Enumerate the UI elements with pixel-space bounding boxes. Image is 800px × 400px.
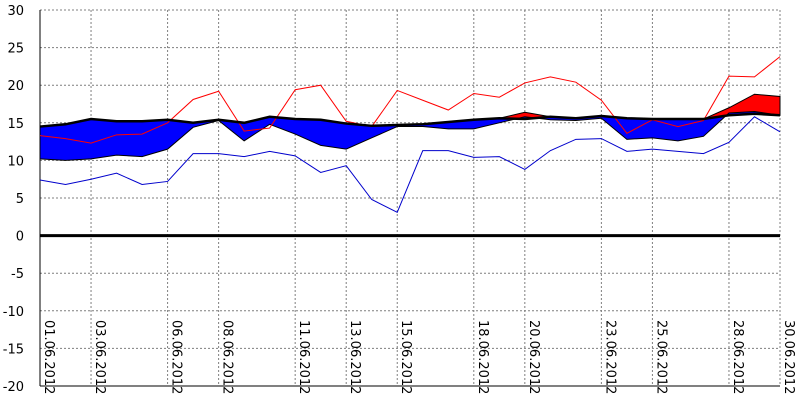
mean-line bbox=[39, 112, 781, 128]
x-tick-label: 03.06.2012 bbox=[92, 320, 107, 394]
x-tick-label: 20.06.2012 bbox=[526, 320, 541, 394]
x-tick-label: 25.06.2012 bbox=[653, 320, 668, 394]
y-tick-label: -20 bbox=[3, 380, 24, 395]
y-tick-label: 20 bbox=[7, 79, 24, 94]
x-tick-label: 06.06.2012 bbox=[169, 320, 184, 394]
y-tick-label: -15 bbox=[3, 342, 24, 357]
x-tick-label: 11.06.2012 bbox=[296, 320, 311, 394]
y-tick-label: 25 bbox=[7, 42, 24, 57]
x-tick-label: 28.06.2012 bbox=[730, 320, 745, 394]
x-tick-label: 23.06.2012 bbox=[602, 320, 617, 394]
min-temperature-line bbox=[39, 116, 781, 213]
max-temperature-line bbox=[39, 56, 781, 144]
y-tick-label: 10 bbox=[7, 154, 24, 169]
y-tick-label: 30 bbox=[7, 4, 24, 19]
x-tick-label: 13.06.2012 bbox=[347, 320, 362, 394]
x-tick-label: 30.06.2012 bbox=[781, 320, 796, 394]
y-tick-label: 0 bbox=[16, 230, 24, 245]
y-tick-label: 5 bbox=[16, 192, 24, 207]
y-tick-label: -10 bbox=[3, 305, 24, 320]
x-tick-label: 15.06.2012 bbox=[398, 320, 413, 394]
lines bbox=[39, 56, 781, 213]
y-tick-labels: 30 25 20 15 10 5 0 -5 -10 -15 -20 bbox=[3, 4, 24, 395]
grid bbox=[39, 9, 781, 387]
x-tick-label: 01.06.2012 bbox=[41, 320, 56, 394]
x-tick-label: 18.06.2012 bbox=[475, 320, 490, 394]
y-tick-label: -5 bbox=[11, 267, 24, 282]
y-tick-label: 15 bbox=[7, 117, 24, 132]
x-tick-label: 08.06.2012 bbox=[220, 320, 235, 394]
x-tick-labels: 01.06.2012 03.06.2012 06.06.2012 08.06.2012… bbox=[41, 320, 796, 394]
